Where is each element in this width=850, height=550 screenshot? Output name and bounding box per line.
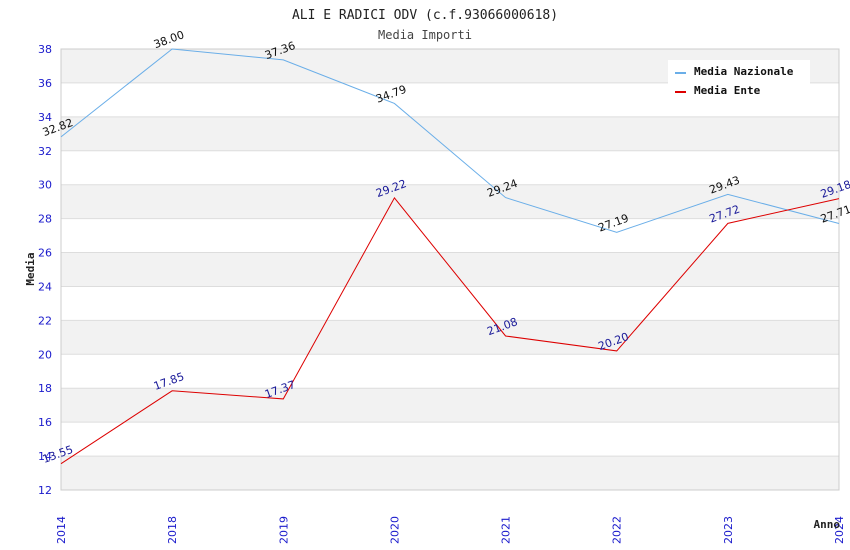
y-tick-label: 28 [38,213,52,226]
series-line [60,48,840,233]
x-tick-label: 2019 [277,516,290,544]
x-tick-label: 2022 [611,516,624,544]
x-tick-label: 2021 [500,516,513,544]
chart-title: ALI E RADICI ODV (c.f.93066000618) [292,8,558,23]
grid-band [61,388,839,423]
grid-band [61,218,839,253]
grid-band [61,116,839,151]
chart-subtitle: Media Importi [378,28,472,42]
legend-label-ente: Media Ente [694,84,761,97]
grid-band [61,320,839,355]
grid-bands [61,48,839,491]
x-axis-ticks: 2014 2018 2019 2020 2021 2022 2023 2024 [55,516,846,544]
grid-band [61,422,839,457]
y-tick-label: 30 [38,179,52,192]
x-tick-label: 2014 [55,516,68,544]
y-tick-label: 26 [38,247,52,260]
grid-band [61,354,839,389]
series-line [60,197,840,465]
data-label: 38.00 [152,28,186,51]
grid-band [61,252,839,287]
grid-band [61,286,839,321]
grid-band [61,150,839,185]
y-axis-label: Media [24,252,37,285]
x-tick-label: 2024 [833,516,846,544]
x-tick-label: 2020 [388,516,401,544]
y-tick-label: 12 [38,484,52,497]
grid-band [61,456,839,490]
y-tick-label: 20 [38,348,52,361]
y-tick-label: 16 [38,416,52,429]
plot-border [60,48,840,491]
y-tick-label: 24 [38,280,52,293]
y-tick-label: 18 [38,382,52,395]
y-axis-ticks: 12 14 16 18 20 22 24 26 28 30 32 34 36 38 [38,43,52,497]
x-tick-label: 2023 [722,516,735,544]
x-tick-label: 2018 [166,516,179,544]
y-tick-label: 32 [38,145,52,158]
plot-area [60,48,840,491]
legend-box [668,60,810,102]
legend-label-nazionale: Media Nazionale [694,65,794,78]
y-tick-label: 38 [38,43,52,56]
x-axis-label: Anno [814,518,841,531]
legend: Media Nazionale Media Ente [668,60,810,102]
grid-band [61,184,839,219]
y-tick-label: 34 [38,111,52,124]
y-tick-label: 14 [38,450,52,463]
series-lines [60,48,840,465]
y-tick-label: 36 [38,77,52,90]
y-tick-label: 22 [38,314,52,327]
